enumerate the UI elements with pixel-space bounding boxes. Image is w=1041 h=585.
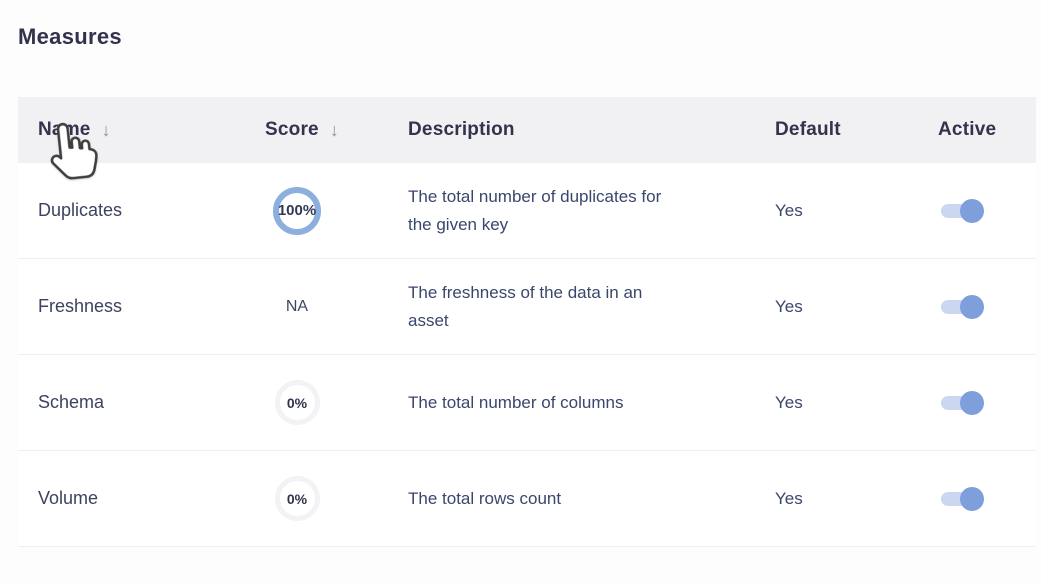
score-wrap: 0% — [265, 380, 329, 425]
table-row: Duplicates 100% The total number of dupl… — [18, 163, 1036, 259]
default-value: Yes — [775, 488, 803, 508]
column-header-label: Description — [408, 119, 515, 140]
measure-score-cell: 100% — [245, 186, 388, 235]
measure-name: Volume — [38, 488, 99, 508]
page-title: Measures — [18, 24, 122, 49]
column-header-active: Active — [918, 119, 1036, 141]
measure-score-cell: 0% — [245, 476, 388, 521]
measure-active-cell — [918, 294, 1036, 319]
measures-table: Name ↓ Score ↓ Description Default Activ… — [18, 97, 1036, 547]
table-row: Schema 0% The total number of columns Ye… — [18, 355, 1036, 451]
measure-name-cell: Volume — [18, 488, 245, 509]
measure-active-cell — [918, 198, 1036, 223]
measure-name-cell: Duplicates — [18, 200, 245, 221]
score-ring: 100% — [273, 186, 321, 235]
active-toggle[interactable] — [941, 294, 984, 319]
column-header-label: Active — [938, 119, 997, 140]
default-value: Yes — [775, 392, 803, 412]
default-value: Yes — [775, 296, 803, 316]
measure-description-cell: The total rows count — [388, 485, 755, 513]
table-row: Freshness NA The freshness of the data i… — [18, 259, 1036, 355]
measure-default-cell: Yes — [755, 489, 918, 509]
measure-active-cell — [918, 486, 1036, 511]
score-wrap: NA — [265, 298, 329, 316]
default-value: Yes — [775, 200, 803, 220]
column-header-name[interactable]: Name ↓ — [18, 119, 245, 141]
measure-description: The total rows count — [408, 488, 562, 508]
table-body: Duplicates 100% The total number of dupl… — [18, 163, 1036, 547]
measure-default-cell: Yes — [755, 393, 918, 413]
column-header-label: Default — [775, 119, 841, 140]
measure-score-cell: NA — [245, 298, 388, 316]
table-header-row: Name ↓ Score ↓ Description Default Activ… — [18, 97, 1036, 163]
column-header-label: Name — [38, 119, 91, 140]
measure-description-cell: The freshness of the data in an asset — [388, 279, 755, 334]
score-wrap: 100% — [265, 186, 329, 235]
measure-score-cell: 0% — [245, 380, 388, 425]
measure-default-cell: Yes — [755, 297, 918, 317]
column-header-default: Default — [755, 119, 918, 141]
measure-name: Duplicates — [38, 200, 123, 220]
column-header-score[interactable]: Score ↓ — [245, 119, 388, 141]
column-header-description: Description — [388, 119, 755, 141]
table-row: Volume 0% The total rows count Yes — [18, 451, 1036, 547]
measure-description: The total number of columns — [408, 392, 624, 412]
toggle-knob — [960, 294, 984, 319]
measure-description: The total number of duplicates for the g… — [408, 186, 662, 234]
measure-name: Schema — [38, 392, 105, 412]
score-ring: 0% — [274, 476, 320, 521]
measure-name-cell: Schema — [18, 392, 245, 413]
toggle-knob — [960, 198, 984, 223]
sort-descending-icon[interactable]: ↓ — [329, 119, 340, 140]
column-header-label: Score — [265, 119, 319, 140]
active-toggle[interactable] — [941, 486, 984, 511]
measure-name-cell: Freshness — [18, 296, 245, 317]
measure-name: Freshness — [38, 296, 123, 316]
active-toggle[interactable] — [941, 390, 984, 415]
score-wrap: 0% — [265, 476, 329, 521]
toggle-knob — [960, 486, 984, 511]
measure-description-cell: The total number of columns — [388, 389, 755, 417]
measure-description: The freshness of the data in an asset — [408, 282, 643, 330]
measure-active-cell — [918, 390, 1036, 415]
active-toggle[interactable] — [941, 198, 984, 223]
sort-descending-icon[interactable]: ↓ — [101, 119, 111, 140]
measure-description-cell: The total number of duplicates for the g… — [388, 183, 755, 238]
toggle-knob — [960, 390, 984, 415]
score-ring: 0% — [274, 380, 320, 425]
score-ring: NA — [285, 297, 309, 315]
measure-default-cell: Yes — [755, 201, 918, 221]
